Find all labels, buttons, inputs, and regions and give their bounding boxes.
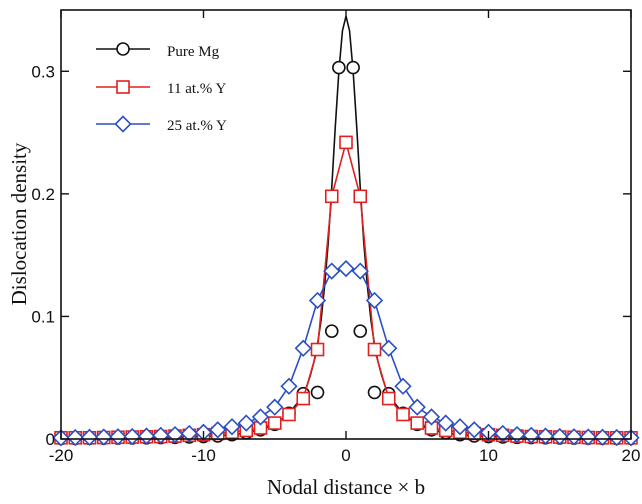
- data-point-25-y: [579, 428, 597, 446]
- data-point-25-y: [95, 428, 113, 446]
- legend-marker-11-y: [116, 80, 130, 94]
- series-25-y: [52, 259, 640, 447]
- data-point-11-y: [282, 407, 296, 422]
- legend-label-11-y: 11 at.% Y: [167, 81, 226, 97]
- data-point-25-y: [380, 339, 398, 357]
- data-point-25-y: [536, 427, 555, 445]
- data-point-25-y: [294, 339, 312, 357]
- data-point-11-y: [353, 189, 368, 204]
- data-point-11-y: [381, 391, 396, 406]
- data-point-pure-mg: [324, 324, 339, 338]
- data-point-25-y: [123, 427, 141, 446]
- legend-label-pure-mg: Pure Mg: [167, 44, 220, 60]
- x-tick-label: 10: [479, 446, 498, 465]
- data-point-25-y: [451, 418, 469, 436]
- axis-tick-labels: -20 -10 0 10 20 0 0.1 0.2 0.3: [31, 62, 640, 465]
- x-tick-label: 20: [622, 446, 641, 465]
- data-point-pure-mg: [310, 385, 325, 400]
- data-point-25-y: [565, 428, 583, 446]
- data-point-25-y: [437, 414, 455, 432]
- legend-label-25-y: 25 at.% Y: [167, 118, 227, 134]
- data-point-25-y: [494, 424, 512, 443]
- data-point-11-y: [396, 407, 410, 422]
- data-point-25-y: [209, 421, 227, 439]
- data-point-25-y: [80, 428, 99, 446]
- plot-content: [52, 15, 640, 447]
- y-tick-label: 0.2: [31, 185, 55, 204]
- data-point-25-y: [323, 262, 341, 280]
- y-tick-label: 0.1: [31, 307, 55, 326]
- data-point-pure-mg: [346, 60, 360, 75]
- data-point-pure-mg: [367, 385, 382, 400]
- data-point-25-y: [394, 377, 412, 395]
- series-pure-mg: [54, 15, 638, 446]
- series-11-y: [54, 135, 638, 445]
- data-point-11-y: [324, 189, 339, 204]
- data-point-25-y: [237, 414, 255, 432]
- data-point-25-y: [308, 291, 327, 310]
- axis-ticks: [60, 10, 632, 440]
- data-point-11-y: [310, 342, 325, 357]
- x-tick-label: -20: [49, 446, 74, 465]
- y-tick-label: 0.3: [31, 62, 55, 81]
- data-point-11-y: [296, 391, 311, 406]
- data-point-25-y: [180, 424, 198, 443]
- y-tick-label: 0: [46, 430, 55, 449]
- data-point-25-y: [422, 408, 441, 426]
- series-line-11-y: [61, 139, 631, 439]
- data-point-25-y: [337, 259, 355, 278]
- data-point-11-y: [339, 135, 353, 150]
- data-point-25-y: [351, 262, 369, 280]
- data-point-11-y: [267, 416, 282, 430]
- legend-marker-25-y: [114, 115, 132, 133]
- x-tick-label: 0: [341, 446, 350, 465]
- data-point-25-y: [280, 377, 298, 395]
- legend: Pure Mg 11 at.% Y 25 at.% Y: [96, 42, 227, 134]
- data-point-25-y: [408, 398, 426, 416]
- data-point-25-y: [223, 418, 241, 436]
- data-point-25-y: [137, 427, 156, 445]
- data-point-25-y: [109, 428, 127, 446]
- data-point-25-y: [365, 291, 384, 310]
- plot-frame: [60, 9, 632, 440]
- data-point-25-y: [551, 427, 569, 446]
- x-axis-title: Nodal distance × b: [267, 475, 425, 499]
- data-point-25-y: [593, 428, 612, 446]
- x-tick-label: -10: [191, 446, 216, 465]
- data-point-pure-mg: [353, 324, 368, 338]
- data-point-11-y: [410, 416, 425, 430]
- data-point-pure-mg: [332, 60, 346, 75]
- data-point-25-y: [66, 428, 84, 447]
- series-line-25-y: [60, 267, 632, 439]
- series-line-pure-mg: [60, 15, 632, 440]
- data-point-25-y: [251, 408, 270, 426]
- data-point-25-y: [608, 428, 626, 447]
- data-point-25-y: [266, 398, 284, 416]
- data-point-25-y: [465, 421, 483, 439]
- data-point-11-y: [367, 342, 382, 357]
- legend-marker-pure-mg: [116, 42, 130, 56]
- y-axis-title: Dislocation density: [7, 142, 31, 305]
